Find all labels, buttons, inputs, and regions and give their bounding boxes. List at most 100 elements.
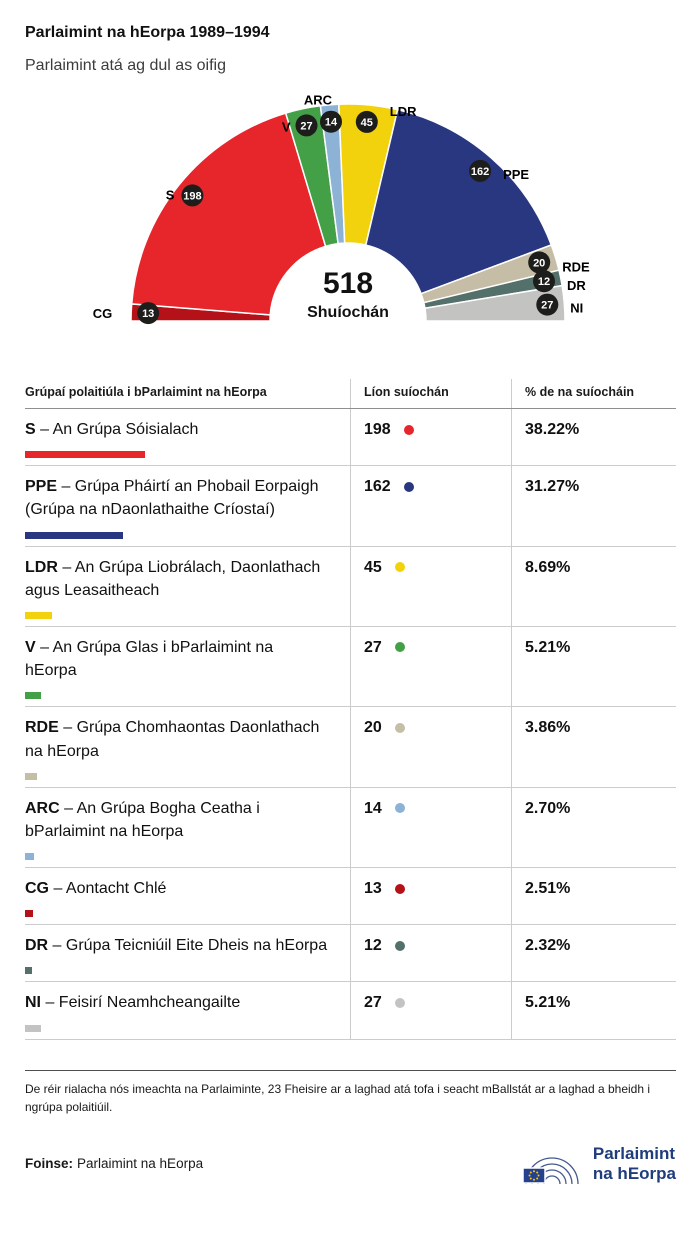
col-header-seats: Líon suíochán [351,379,512,408]
seat-share-bar [25,772,38,780]
seat-count: 27 [364,638,382,656]
seat-badge-S [181,184,204,207]
segment-label-V: V [282,119,291,134]
table-body: S – An Grúpa Sóisialach 198 38.22% PPE – Gr… [25,409,676,1040]
table-row-S: S – An Grúpa Sóisialach 198 38.22% [25,409,676,467]
group-color-dot [394,722,405,733]
seat-badge-value-NI: 27 [541,300,553,312]
seat-badge-RDE [528,251,551,274]
seat-badge-value-ARC: 14 [325,117,338,129]
table-row-RDE: RDE – Grúpa Chomhaontas Daonlathach na h… [25,707,676,788]
footnote: De réir rialacha nós imeachta na Parlaim… [25,1069,676,1116]
seat-percentage: 2.32% [525,937,571,955]
seat-count: 162 [364,478,391,496]
seat-share-bar [25,853,34,861]
seat-share-bar [25,531,124,539]
table-row-DR: DR – Grúpa Teicniúil Eite Dheis na hEorp… [25,925,676,983]
seat-badge-value-RDE: 20 [533,257,545,269]
seat-count: 20 [364,719,382,737]
ep-logo: Parlaimint na hEorpa [519,1140,676,1188]
seat-percentage: 38.22% [525,421,580,438]
group-name: S – An Grúpa Sóisialach [25,421,199,438]
seat-badge-ARC [320,110,342,133]
table-header: Grúpaí polaitiúla i bParlaimint na hEorp… [25,379,676,409]
seat-share-bar [25,692,42,700]
total-seats-caption: Shuíochán [307,304,389,321]
source-value: Parlaimint na hEorpa [77,1156,204,1172]
seat-share-bar [25,611,53,619]
group-color-dot [394,642,405,653]
seat-share-bar [25,451,145,459]
table-row-V: V – An Grúpa Glas i bParlaimint na hEorp… [25,626,676,708]
seat-count: 45 [364,558,382,576]
total-seats-value: 518 [323,267,373,300]
seat-percentage: 8.69% [525,558,571,576]
seat-percentage: 2.70% [525,799,571,817]
seat-count: 13 [364,880,382,898]
source-row: Foinse: Parlaimint na hEorpa [25,1140,676,1188]
group-name: DR – Grúpa Teicniúil Eite Dheis na hEorp… [25,937,328,955]
seat-share-bar [25,1024,42,1032]
seat-percentage: 31.27% [525,478,580,496]
page-title: Parlaimint na hEorpa 1989–1994 [25,24,270,41]
seat-badge-value-V: 27 [300,120,312,132]
group-name: V – An Grúpa Glas i bParlaimint na hEorp… [25,638,274,680]
segment-label-ARC: ARC [304,93,333,108]
groups-table: Grúpaí polaitiúla i bParlaimint na hEorp… [25,379,676,1040]
seat-percentage: 5.21% [525,638,571,656]
table-row-NI: NI – Feisirí Neamhcheangailte 27 5.21% [25,982,676,1040]
seat-count: 27 [364,994,382,1012]
chart-segment-NI [424,284,566,322]
seat-badge-value-PPE: 162 [471,166,489,178]
segment-label-CG: CG [93,306,113,321]
seat-share-bar [25,910,33,918]
group-name: NI – Feisirí Neamhcheangailte [25,994,241,1012]
segment-label-LDR: LDR [390,104,417,119]
seat-percentage: 3.86% [525,719,571,737]
page-subtitle: Parlaimint atá ag dul as oifig [25,57,226,74]
group-name: RDE – Grúpa Chomhaontas Daonlathach na h… [25,719,320,760]
ep-logo-mark [522,1156,579,1184]
group-color-dot [394,997,405,1008]
group-name: CG – Aontacht Chlé [25,880,167,898]
ep-logo-text-line1: Parlaimint [592,1143,676,1163]
group-color-dot [403,481,414,492]
seat-count: 12 [364,937,382,955]
segment-label-S: S [166,187,175,202]
table-row-PPE: PPE – Grúpa Pháirtí an Phobail Eorpaigh … [25,466,676,547]
group-color-dot [394,803,405,814]
source-line: Foinse: Parlaimint na hEorpa [25,1156,203,1171]
group-color-dot [403,424,414,435]
segment-label-DR: DR [567,278,586,293]
table-row-CG: CG – Aontacht Chlé 13 2.51% [25,868,676,926]
group-color-dot [394,940,405,951]
group-color-dot [394,562,405,573]
group-color-dot [394,883,405,894]
group-name: LDR – An Grúpa Liobrálach, Daonlathach a… [25,558,321,599]
segment-label-NI: NI [570,301,583,316]
seat-badge-value-DR: 12 [538,276,550,288]
col-header-percent: % de na suíocháin [525,385,635,399]
seat-count: 14 [364,799,382,817]
source-label: Foinse: [25,1156,74,1172]
segment-label-RDE: RDE [562,259,590,274]
seat-badge-value-S: 198 [183,190,201,202]
seat-percentage: 5.21% [525,994,571,1012]
seat-badge-PPE [469,159,492,182]
group-name: ARC – An Grúpa Bogha Ceatha i bParlaimin… [25,799,260,840]
seat-count: 198 [364,421,391,438]
group-name: PPE – Grúpa Pháirtí an Phobail Eorpaigh … [25,478,319,519]
eu-flag-icon [522,1166,546,1184]
table-row-LDR: LDR – An Grúpa Liobrálach, Daonlathach a… [25,546,676,627]
seat-badge-NI [536,293,559,316]
table-row-ARC: ARC – An Grúpa Bogha Ceatha i bParlaimin… [25,787,676,869]
ep-logo-text: Parlaimint na hEorpa [593,1144,676,1184]
chart-segment-PPE [364,108,553,295]
seat-badge-DR [533,270,555,293]
chart-segment-S [130,112,327,316]
seat-share-bar [25,967,33,975]
seat-badge-value-LDR: 45 [361,117,373,129]
seat-percentage: 2.51% [525,880,571,898]
col-header-groups: Grúpaí polaitiúla i bParlaimint na hEorp… [25,379,351,408]
